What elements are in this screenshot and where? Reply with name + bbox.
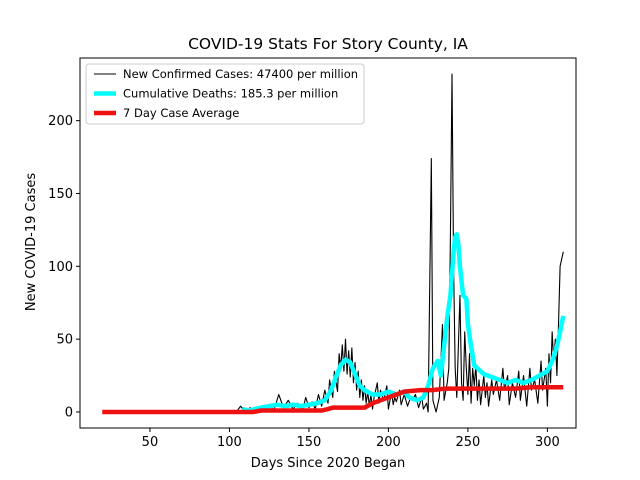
legend: New Confirmed Cases: 47400 per million Cu… [85,63,365,125]
legend-label-3: 7 Day Case Average [123,106,239,120]
y-axis-label: New COVID-19 Cases [24,173,39,311]
x-axis-label: Days Since 2020 Began [251,456,406,471]
series-line-3 [102,384,564,415]
x-tick-label: 150 [297,435,322,450]
plot-area [102,73,566,415]
chart-title: COVID-19 Stats For Story County, IA [188,35,468,53]
x-tick-label: 250 [455,435,480,450]
series-line-2 [241,232,566,413]
x-axis: 50 100 150 200 250 300 [142,428,560,450]
legend-box [85,63,365,125]
plot-frame [79,57,577,429]
x-tick-label: 300 [535,435,560,450]
y-tick-label: 0 [65,405,73,420]
y-tick-label: 150 [48,187,73,202]
legend-label-1: New Confirmed Cases: 47400 per million [123,67,358,81]
y-axis: 0 50 100 150 200 [48,114,80,420]
y-tick-label: 50 [56,333,73,348]
series-line-1 [229,73,564,413]
x-tick-label: 200 [376,435,401,450]
y-tick-label: 200 [48,114,73,129]
x-tick-label: 100 [217,435,242,450]
legend-label-2: Cumulative Deaths: 185.3 per million [123,87,338,101]
y-tick-label: 100 [48,260,73,275]
x-tick-label: 50 [142,435,159,450]
